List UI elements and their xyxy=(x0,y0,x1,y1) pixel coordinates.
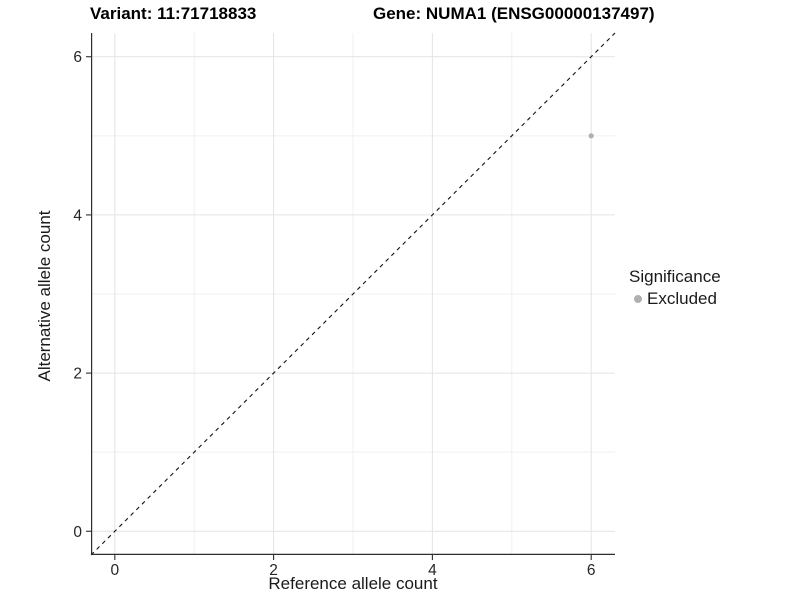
x-axis-title: Reference allele count xyxy=(268,574,438,593)
data-point xyxy=(588,133,594,139)
plot-panel: 0 2 4 6 0 2 4 6 xyxy=(73,32,616,579)
x-tick-label: 4 xyxy=(428,562,437,579)
legend-item-excluded: Excluded xyxy=(634,290,721,308)
x-tick-label: 0 xyxy=(111,562,120,579)
variant-title: Variant: 11:71718833 xyxy=(90,4,257,23)
y-tick-label: 2 xyxy=(73,366,82,383)
y-tick-label: 6 xyxy=(73,49,82,66)
x-tick-label: 6 xyxy=(587,562,596,579)
y-tick-label: 4 xyxy=(73,207,82,224)
legend: Significance Excluded xyxy=(629,267,721,308)
y-axis-title: Alternative allele count xyxy=(35,210,54,382)
y-tick-label: 0 xyxy=(73,524,82,541)
x-tick-label: 2 xyxy=(269,562,278,579)
identity-line xyxy=(90,32,616,556)
gene-title: Gene: NUMA1 (ENSG00000137497) xyxy=(373,4,655,23)
plot-svg: 0 2 4 6 0 2 4 6 xyxy=(73,32,616,579)
legend-item-label: Excluded xyxy=(647,289,717,308)
legend-key-dot-icon xyxy=(634,295,642,303)
legend-title: Significance xyxy=(629,267,721,286)
